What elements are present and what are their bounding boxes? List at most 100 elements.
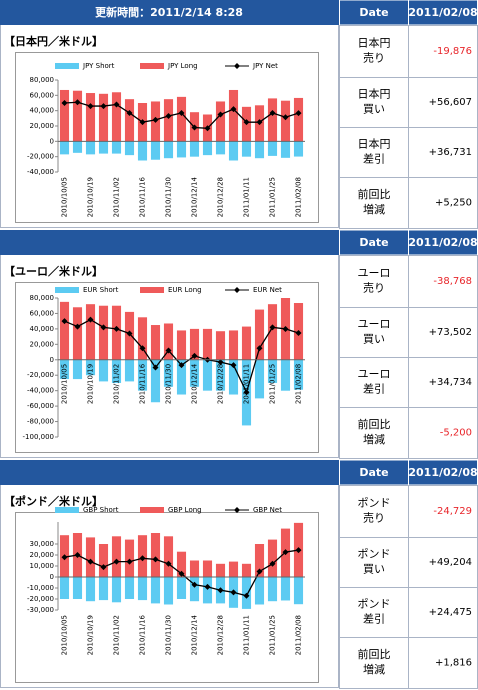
date-cell: [408, 459, 478, 486]
bar: [150, 359, 161, 403]
legend-marker: [234, 507, 240, 513]
label-cell: [339, 407, 409, 459]
bar: [150, 141, 161, 160]
value-cell: [408, 537, 478, 588]
bar: [163, 141, 174, 159]
net-marker: [243, 389, 250, 396]
bar: [215, 141, 226, 155]
y-tick-label: -20,000: [27, 595, 54, 603]
net-marker: [74, 323, 81, 330]
bar: [254, 359, 265, 399]
net-marker: [191, 352, 198, 359]
net-marker: [282, 325, 289, 332]
bar: [176, 141, 187, 158]
row-label: 買い: [363, 103, 385, 116]
bar: [163, 359, 174, 387]
row-label: 売り: [363, 282, 385, 295]
x-tick-label: 2010/11/02: [113, 364, 121, 404]
y-tick-label: 30,000: [30, 540, 55, 548]
bar: [280, 359, 291, 391]
row-label: ポンド: [358, 497, 391, 510]
bar: [137, 577, 148, 601]
net-marker: [256, 568, 263, 575]
net-marker: [152, 556, 159, 563]
label-cell: [339, 637, 409, 689]
bar: [228, 141, 239, 161]
y-tick-label: -20,000: [27, 371, 54, 379]
y-tick-label: 10,000: [30, 562, 55, 570]
bar: [59, 141, 70, 155]
y-tick-label: 80,000: [30, 294, 55, 302]
legend-swatch: [55, 63, 79, 69]
net-marker: [74, 99, 81, 106]
x-tick-label: 2011/01/11: [243, 177, 251, 217]
chart-title: 【ユーロ／米ドル】: [4, 264, 103, 278]
y-tick-label: 80,000: [30, 76, 55, 84]
date-header-cell: [339, 459, 409, 486]
bar: [98, 544, 109, 577]
x-tick-label: 2010/11/30: [165, 615, 173, 655]
date-header: Date: [359, 466, 388, 479]
y-tick-label: 0: [50, 573, 54, 581]
row-label: ポンド: [358, 548, 391, 561]
bar: [111, 577, 122, 603]
net-marker: [230, 106, 237, 113]
net-marker: [139, 119, 146, 126]
bar: [59, 301, 70, 360]
row-value: -19,876: [433, 46, 472, 57]
legend-label: EUR Long: [168, 286, 202, 294]
bar: [293, 577, 304, 605]
x-tick-label: 2010/11/02: [113, 177, 121, 217]
update-time: 更新時間：2011/2/14 8:28: [95, 5, 243, 19]
row-value: +73,502: [429, 327, 472, 338]
net-marker: [165, 347, 172, 354]
bar: [124, 577, 135, 599]
net-marker: [204, 125, 211, 132]
date: 2011/02/08: [408, 466, 477, 479]
bar: [124, 99, 135, 142]
net-marker: [61, 554, 68, 561]
bar: [85, 93, 96, 142]
legend-swatch: [55, 287, 79, 293]
net-marker: [230, 362, 237, 369]
net-marker: [191, 581, 198, 588]
x-tick-label: 2010/12/28: [217, 615, 225, 655]
value-cell: [408, 637, 478, 689]
row-value: +5,250: [435, 198, 472, 209]
bar: [98, 359, 109, 382]
net-marker: [100, 103, 107, 110]
net-marker: [282, 114, 289, 121]
bar: [163, 99, 174, 142]
bar: [189, 141, 200, 157]
row-value: +24,475: [429, 607, 472, 618]
net-marker: [113, 101, 120, 108]
date: 2011/02/08: [408, 6, 477, 19]
row-value: -5,200: [440, 428, 472, 439]
bar: [267, 577, 278, 602]
net-marker: [126, 109, 133, 116]
x-tick-label: 2010/11/16: [139, 614, 147, 655]
legend-marker: [234, 63, 240, 69]
net-marker: [139, 345, 146, 352]
y-tick-label: -80,000: [27, 418, 54, 426]
label-cell: [339, 77, 409, 128]
y-tick-label: -100,000: [23, 433, 54, 441]
row-label: 差引: [363, 612, 385, 626]
bar: [228, 359, 239, 395]
legend-label: JPY Short: [82, 62, 115, 70]
legend-marker: [234, 287, 240, 293]
bar: [98, 141, 109, 154]
row-label: 増減: [363, 202, 385, 216]
bar: [254, 544, 265, 577]
bar: [293, 141, 304, 157]
bar: [254, 577, 265, 605]
x-tick-label: 2010/12/14: [191, 176, 199, 217]
bar: [163, 323, 174, 360]
legend-swatch: [55, 507, 79, 513]
bar: [111, 305, 122, 360]
x-tick-label: 2010/11/16: [139, 176, 147, 217]
net-marker: [113, 325, 120, 332]
y-tick-label: 20,000: [30, 551, 55, 559]
bar: [72, 90, 83, 142]
